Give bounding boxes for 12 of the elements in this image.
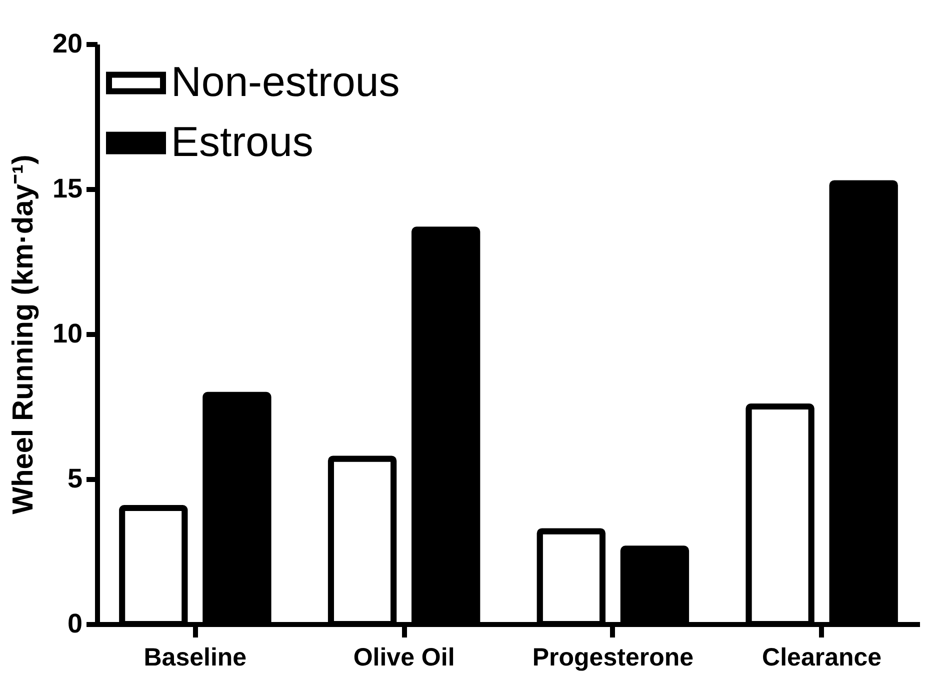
y-tick-label: 10 (52, 318, 82, 348)
x-tick-label: Progesterone (532, 644, 694, 672)
y-tick-label: 0 (67, 608, 82, 638)
y-tick-label: 15 (52, 174, 82, 204)
y-tick-label: 5 (67, 464, 82, 494)
y-tick-label: 20 (52, 28, 82, 58)
legend-label: Non-estrous (171, 58, 400, 105)
x-tick-label: Olive Oil (353, 644, 455, 672)
x-tick-label: Baseline (144, 644, 247, 672)
legend-label: Estrous (171, 118, 314, 165)
y-axis-title: Wheel Running (km·day⁻¹) (7, 154, 40, 514)
x-tick-label: Clearance (762, 644, 882, 672)
